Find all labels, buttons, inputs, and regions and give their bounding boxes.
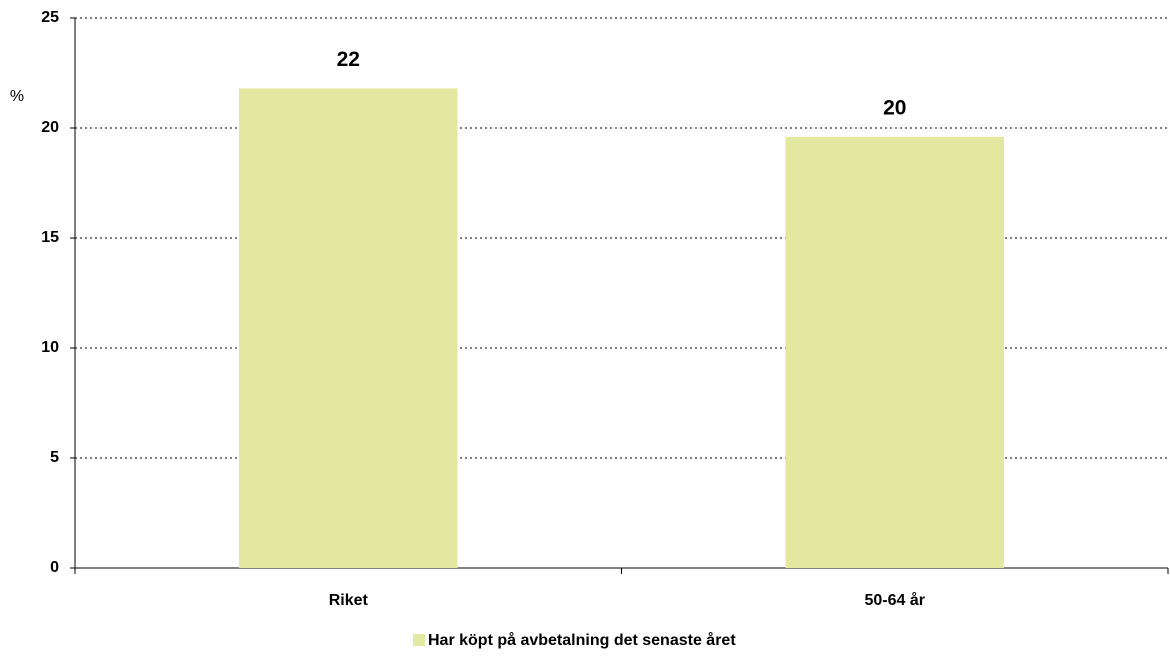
legend-label: Har köpt på avbetalning det senaste året	[428, 631, 736, 649]
x-tick-label: 50-64 år	[865, 591, 926, 609]
y-tick-label: 10	[41, 339, 59, 356]
y-tick-label: 20	[41, 119, 59, 136]
y-axis-label: %	[10, 88, 24, 105]
bar	[785, 136, 1005, 569]
data-label: 20	[883, 96, 906, 119]
data-label: 22	[337, 48, 360, 71]
x-tick-label: Riket	[329, 592, 369, 609]
legend-swatch	[413, 634, 425, 646]
y-tick-label: 5	[50, 449, 59, 466]
bar	[238, 88, 458, 569]
y-tick-label: 15	[41, 229, 59, 246]
y-tick-label: 25	[41, 9, 59, 26]
y-tick-label: 0	[50, 559, 59, 576]
